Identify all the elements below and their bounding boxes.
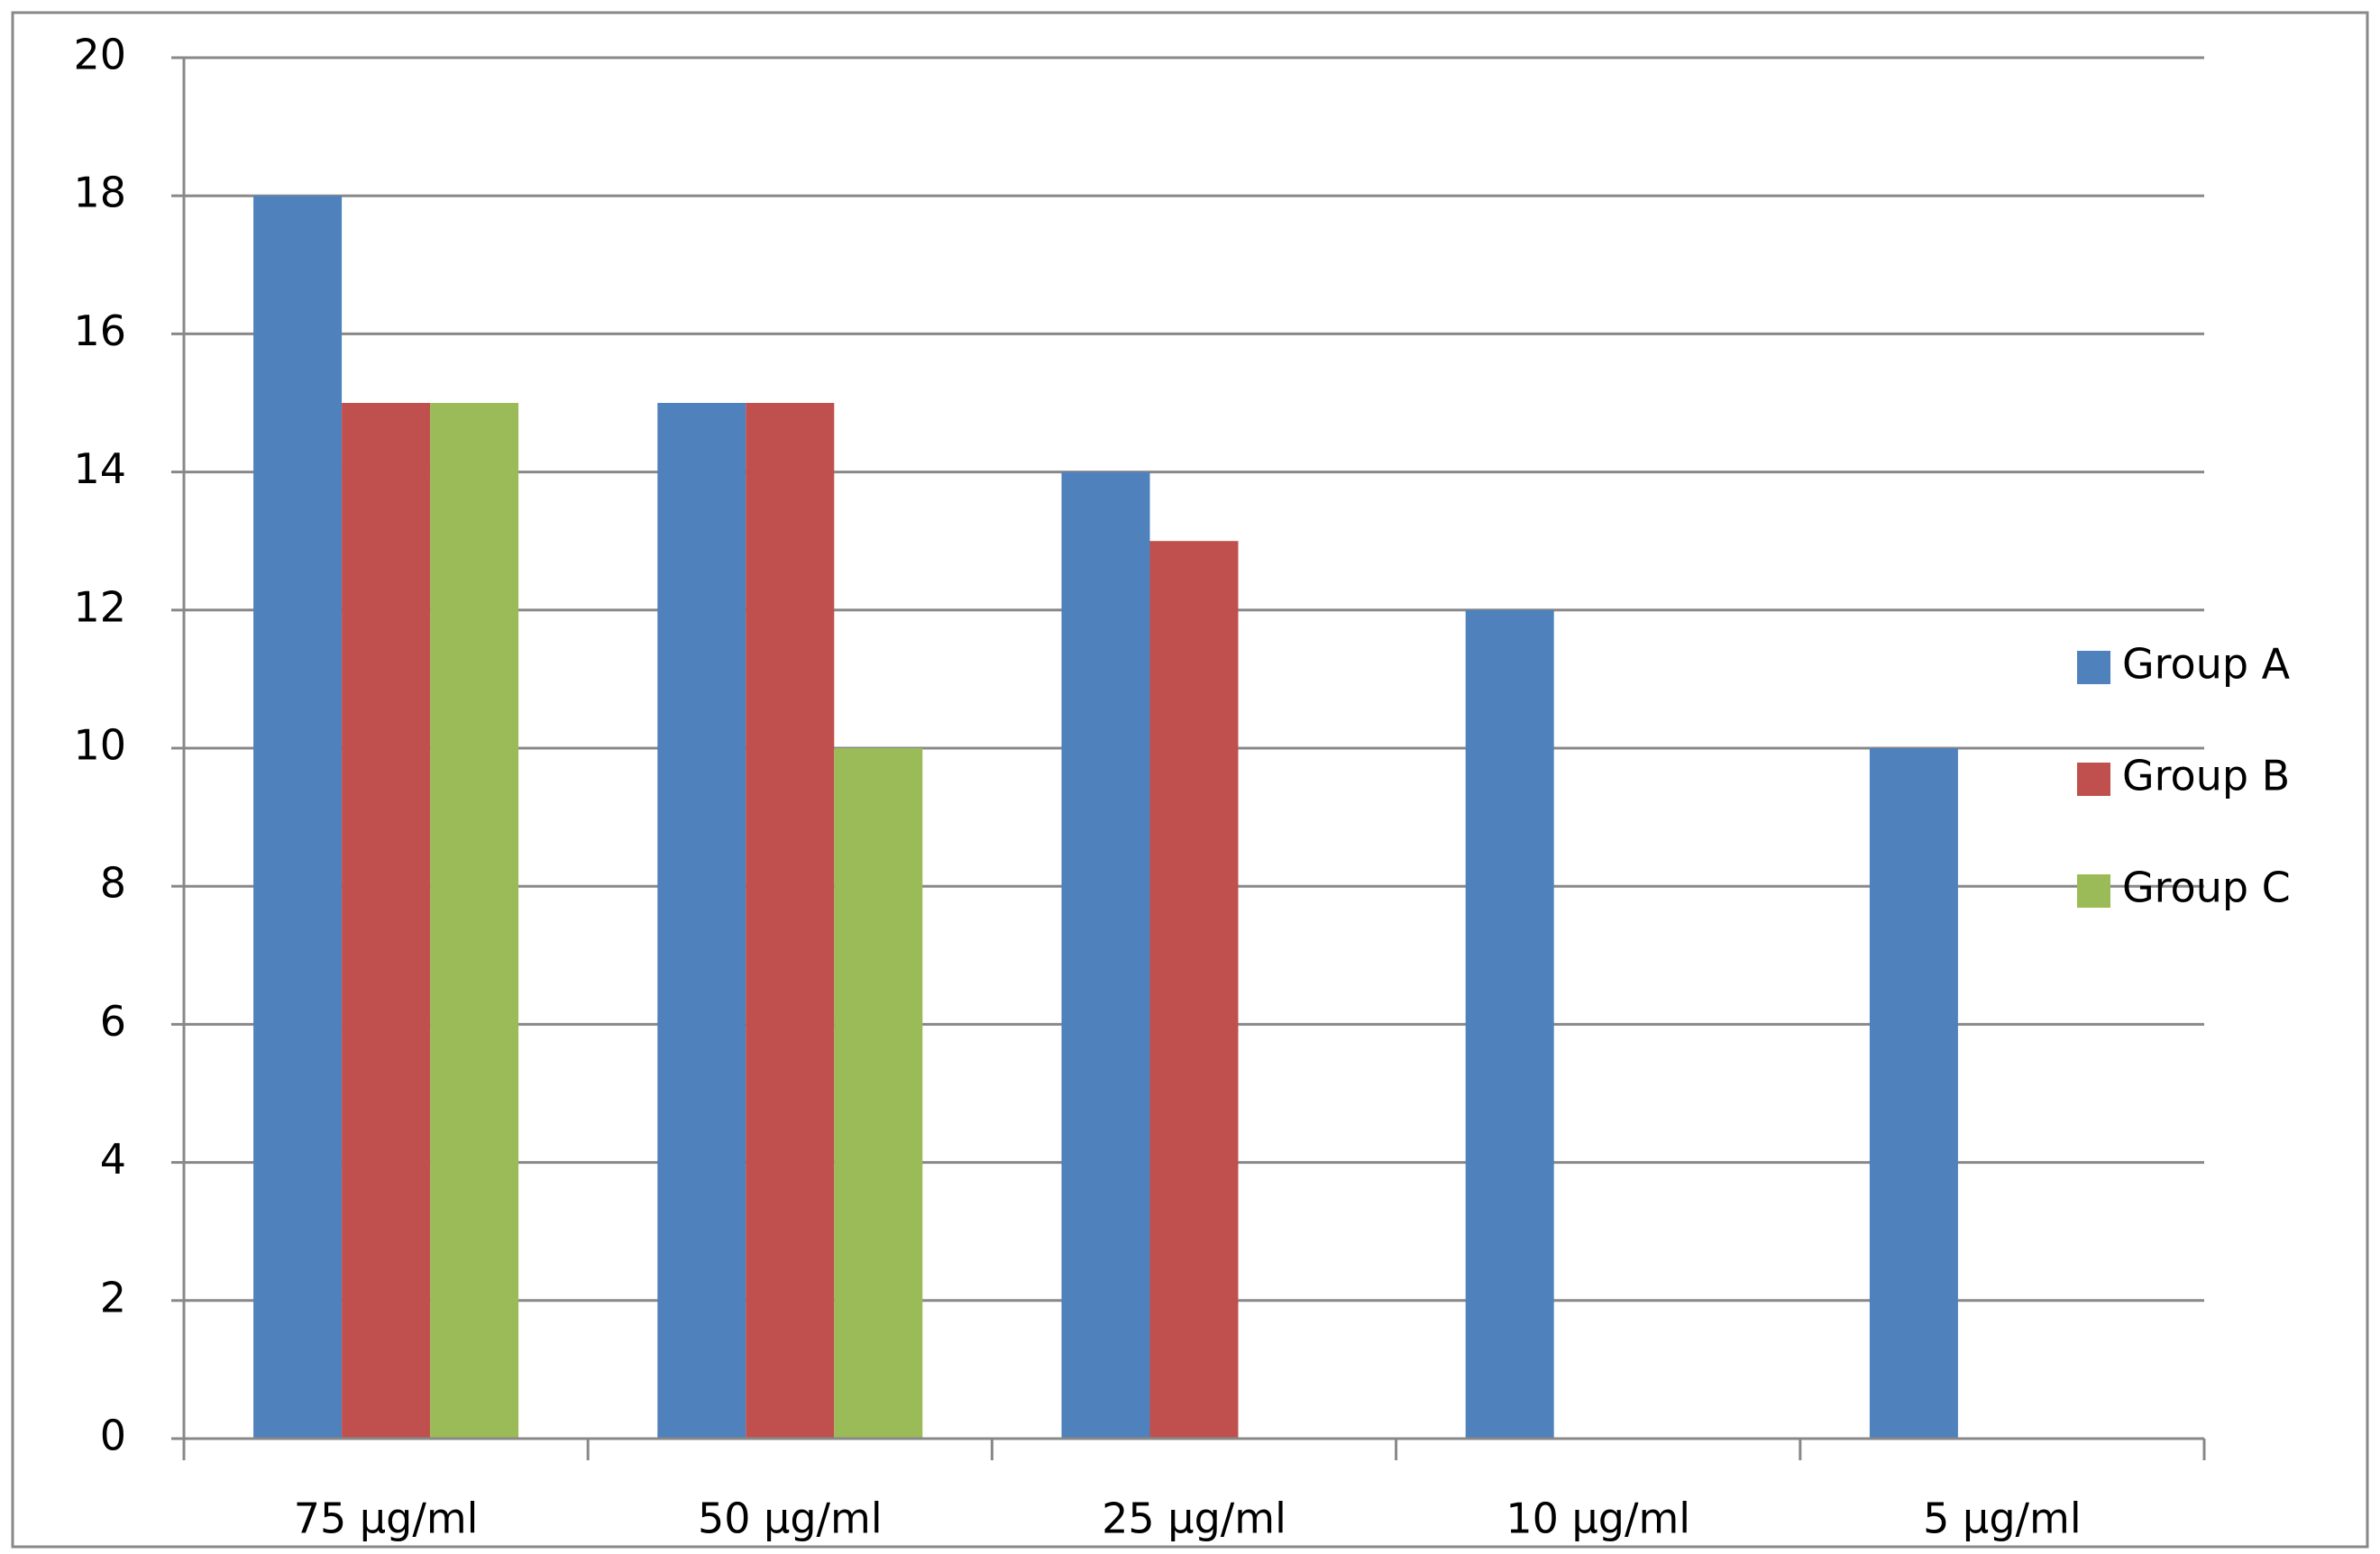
bar bbox=[1061, 471, 1150, 1439]
bar bbox=[657, 403, 746, 1439]
y-tick-label: 16 bbox=[73, 306, 126, 355]
legend-label: Group C bbox=[2122, 864, 2291, 912]
y-tick-label: 20 bbox=[73, 31, 126, 79]
x-tick-label: 25 µg/ml bbox=[1102, 1495, 1286, 1543]
bar bbox=[253, 196, 343, 1440]
bar bbox=[430, 403, 519, 1439]
bar bbox=[1149, 541, 1239, 1439]
bar bbox=[1465, 609, 1554, 1439]
y-tick-label: 14 bbox=[73, 444, 126, 493]
y-tick-label: 8 bbox=[100, 859, 126, 908]
y-tick-label: 0 bbox=[100, 1412, 126, 1460]
bar bbox=[342, 403, 431, 1439]
bar bbox=[746, 403, 835, 1439]
y-tick-label: 10 bbox=[73, 721, 126, 770]
legend-label: Group B bbox=[2122, 752, 2290, 800]
bar bbox=[1869, 748, 1958, 1439]
y-tick-label: 18 bbox=[73, 169, 126, 217]
y-tick-label: 6 bbox=[100, 997, 126, 1046]
x-tick-label: 50 µg/ml bbox=[698, 1495, 883, 1543]
y-tick-label: 4 bbox=[100, 1135, 126, 1184]
x-tick-label: 75 µg/ml bbox=[294, 1495, 479, 1543]
legend-swatch bbox=[2077, 651, 2110, 684]
x-tick-label: 10 µg/ml bbox=[1506, 1495, 1690, 1543]
x-tick-label: 5 µg/ml bbox=[1923, 1495, 2081, 1543]
bar bbox=[834, 748, 923, 1439]
y-tick-label: 2 bbox=[100, 1273, 126, 1321]
legend-label: Group A bbox=[2122, 640, 2291, 689]
legend-swatch bbox=[2077, 874, 2110, 908]
legend-swatch bbox=[2077, 763, 2110, 796]
y-tick-label: 12 bbox=[73, 582, 126, 631]
